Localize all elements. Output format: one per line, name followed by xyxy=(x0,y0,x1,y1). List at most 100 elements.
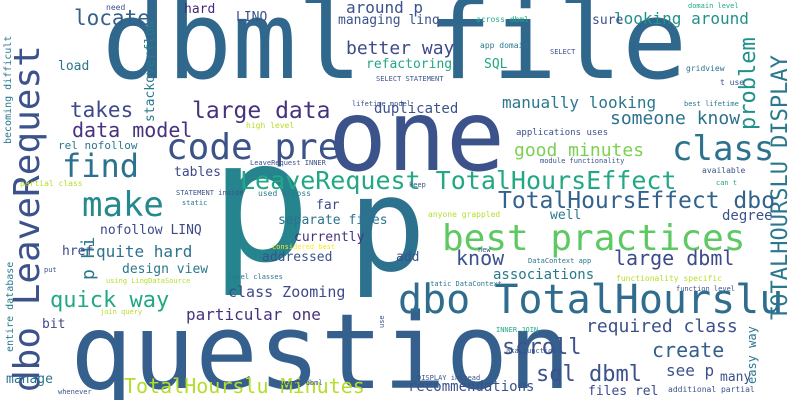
word-design-view: design view xyxy=(122,262,209,277)
word-well: well xyxy=(550,208,582,223)
word-sql-dbml: sql dbml xyxy=(536,362,642,387)
word-one: one xyxy=(328,80,506,194)
word-quick-way: quick way xyxy=(50,288,170,313)
word-lifetime-model: lifetime model xyxy=(352,100,412,108)
word-datacontext-app: DataContext app xyxy=(528,257,592,265)
word-linq: LINQ xyxy=(236,10,268,25)
word-static-datacontext: static DataContext xyxy=(426,280,502,288)
word-domain-level: domain level xyxy=(688,2,739,10)
word-sure: sure xyxy=(592,13,624,28)
word-using-lingdatasource: using LingDataSource xyxy=(106,277,191,285)
word-additional-partial: additional partial xyxy=(668,385,755,394)
word-totalhourslu-minutes: TotalHourslu Minutes xyxy=(124,374,365,398)
word-statement-inside: STATEMENT inside xyxy=(176,189,244,197)
word-dbml-file: dbml file xyxy=(102,0,688,104)
word-t-use: t use xyxy=(720,78,745,87)
word-required-class: required class xyxy=(586,316,738,337)
word-better-way: better way xyxy=(346,38,455,59)
word-quite-hard: quite hard xyxy=(96,242,193,261)
word-create: create xyxy=(652,338,725,362)
word-see-p: see p xyxy=(666,361,715,380)
word-class-zooming: class Zooming xyxy=(228,283,346,301)
word-leaverequest-totalhourseffect: LeaveRequest TotalHoursEffect xyxy=(240,166,677,195)
word-question: question xyxy=(70,291,571,400)
word-level-classes: level classes xyxy=(228,273,283,281)
word-functionality-specific: functionality specific xyxy=(616,274,722,283)
word-partial-class: partial class xyxy=(20,179,83,188)
word-large-dbml: large dbml xyxy=(614,246,735,270)
word-select: SELECT xyxy=(550,48,576,56)
word-bit: bit xyxy=(42,317,66,332)
word-good-minutes: good minutes xyxy=(514,140,645,161)
word-available: available xyxy=(702,166,746,175)
word-make: make xyxy=(82,185,164,225)
word-best-lifetime: best lifetime xyxy=(684,100,739,108)
word-applications-uses: applications uses xyxy=(516,128,609,138)
word-best-practices: best practices xyxy=(442,218,746,259)
word-nofollow-linq: nofollow LINQ xyxy=(100,223,202,238)
word-inner-join: INNER JOIN xyxy=(496,326,539,334)
word-someone-know: someone know xyxy=(610,108,741,129)
word-know: know xyxy=(456,246,505,270)
word-app-domain: app domain xyxy=(480,41,529,50)
word-managing-linq: managing linq xyxy=(338,13,440,28)
word-recommendations: recommendations xyxy=(408,379,535,395)
word-stackoverflow: stackoverflow xyxy=(143,20,158,122)
word-refactoring: refactoring xyxy=(366,57,453,72)
word-particular-one: particular one xyxy=(186,305,321,324)
word-duplicated: duplicated xyxy=(374,101,459,117)
word-considered-best: considered best xyxy=(272,243,336,251)
word-large-data: large data xyxy=(192,98,331,124)
word-anyone-grappled: anyone grappled xyxy=(428,210,501,219)
word-around-p: around p xyxy=(346,0,424,17)
word-high-level: high level xyxy=(246,121,295,130)
word-currently: currently xyxy=(294,230,365,245)
word-code-pre: code pre xyxy=(166,127,340,168)
word-manage: manage xyxy=(6,372,53,387)
word-data-model: data model xyxy=(72,118,193,142)
word-several-dbml: several dbml xyxy=(272,379,323,387)
word-function-level: function level xyxy=(676,285,736,293)
word-new: new xyxy=(478,246,491,254)
word-across-dbml: across dbml xyxy=(476,15,529,24)
word-far: far xyxy=(316,198,340,213)
word-class: class xyxy=(672,129,775,169)
word-hard: hard xyxy=(184,2,216,17)
word-need: need xyxy=(106,3,126,12)
word-keep: keep xyxy=(409,181,426,189)
word-load: load xyxy=(58,59,90,74)
word-whenever: whenever xyxy=(58,388,92,396)
word-can-t: can t xyxy=(716,179,738,187)
word-manually-looking: manually looking xyxy=(502,93,657,112)
word-associations: associations xyxy=(493,267,595,283)
word-used-across: used across xyxy=(258,189,311,198)
word-separate-files: separate files xyxy=(278,213,388,228)
word-static: static xyxy=(182,199,208,207)
word-put: put xyxy=(44,266,57,274)
word-find: find xyxy=(62,147,140,185)
word-gridview: gridview xyxy=(686,64,725,73)
word-takes: takes xyxy=(70,98,134,122)
word-entire-database: entire database xyxy=(5,261,16,352)
word-module-functionality: module functionality xyxy=(540,157,625,165)
word-becoming-difficult: becoming difficult xyxy=(3,35,14,144)
word-p-2: p xyxy=(348,149,427,301)
word-looking-around: looking around xyxy=(614,9,749,28)
word-rel-nofollow: rel nofollow xyxy=(58,139,138,152)
word-totalhourseffect-dbo: TotalHoursEffect dbo xyxy=(498,188,775,214)
word-locate: locate xyxy=(74,6,150,30)
word-href: href xyxy=(62,244,94,259)
word-join-query: join query xyxy=(100,308,143,316)
word-scroll: scroll xyxy=(502,335,582,360)
word-degree: degree xyxy=(722,208,773,224)
word-dbo-totalhourslu: dbo TotalHourslu xyxy=(398,277,784,323)
word-use: use xyxy=(378,315,386,328)
word-leaverequest-inner: LeaveRequest INNER xyxy=(250,159,326,167)
word-display-instead: DISPLAY instead xyxy=(417,374,481,382)
word-many: many xyxy=(720,370,752,385)
word-p-1: p xyxy=(210,104,312,300)
word-sql: SQL xyxy=(484,57,508,72)
word-tables: tables xyxy=(174,165,221,180)
word-select-statement: SELECT STATEMENT xyxy=(376,75,444,83)
